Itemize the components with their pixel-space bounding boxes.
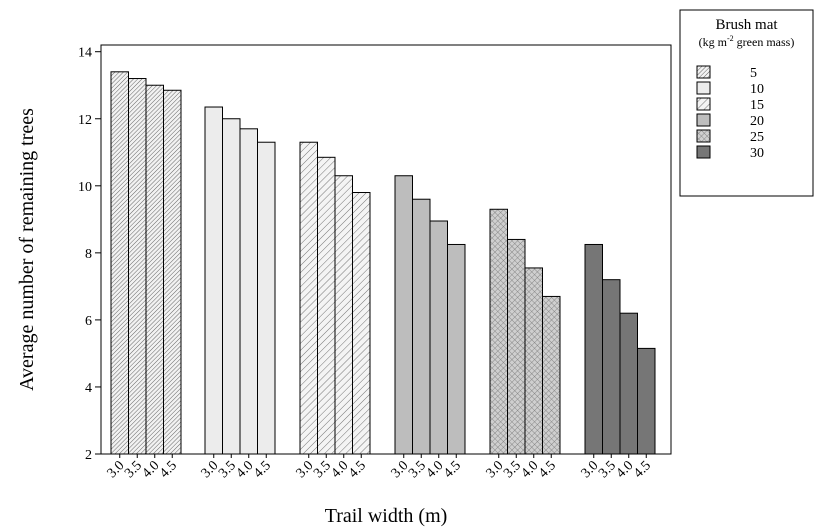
bar-20-4.5 bbox=[447, 243, 466, 455]
legend-label: 5 bbox=[750, 66, 757, 81]
bar-group-25: 3.03.54.04.5 bbox=[484, 208, 561, 481]
bar-5-3.5 bbox=[128, 78, 147, 455]
legend-subtitle-sup: -2 bbox=[727, 34, 734, 43]
bar-15-4.0 bbox=[334, 175, 353, 455]
bar-10-4.0 bbox=[239, 128, 258, 455]
y-tick-label: 8 bbox=[85, 247, 92, 262]
bar-15-3.5 bbox=[317, 156, 336, 455]
legend-swatch bbox=[696, 65, 711, 79]
legend-label: 15 bbox=[750, 98, 764, 113]
x-tick-label: 4.5 bbox=[251, 458, 274, 481]
legend-swatch bbox=[696, 113, 711, 127]
bar-25-3.5 bbox=[507, 238, 526, 455]
x-tick-label: 4.5 bbox=[536, 458, 559, 481]
y-axis-label: Average number of remaining trees bbox=[16, 108, 38, 391]
legend: Brush mat (kg m-2 green mass) 5101520253… bbox=[679, 9, 814, 197]
legend-swatch bbox=[696, 81, 711, 95]
legend-item-25: 25 bbox=[696, 129, 764, 145]
y-tick-label: 4 bbox=[85, 381, 92, 396]
bar-15-3.0 bbox=[299, 141, 318, 455]
bar-25-4.0 bbox=[524, 267, 543, 455]
legend-swatch bbox=[696, 145, 711, 159]
legend-item-15: 15 bbox=[696, 97, 764, 113]
bar-5-3.0 bbox=[110, 71, 129, 455]
legend-subtitle-pre: (kg m bbox=[699, 35, 728, 49]
bar-30-4.5 bbox=[637, 347, 656, 455]
legend-subtitle-post: green mass) bbox=[734, 35, 795, 49]
x-tick-label: 4.5 bbox=[157, 458, 180, 481]
y-tick-label: 6 bbox=[85, 314, 92, 329]
bar-10-3.5 bbox=[222, 118, 241, 455]
bar-10-3.0 bbox=[204, 106, 223, 455]
bar-5-4.5 bbox=[163, 89, 182, 455]
legend-item-5: 5 bbox=[696, 65, 757, 81]
bar-25-4.5 bbox=[542, 295, 561, 455]
y-tick-label: 2 bbox=[85, 448, 92, 463]
legend-subtitle: (kg m-2 green mass) bbox=[699, 34, 795, 49]
bar-15-4.5 bbox=[352, 192, 371, 455]
x-tick-label: 4.5 bbox=[441, 458, 464, 481]
bar-group-15: 3.03.54.04.5 bbox=[294, 141, 371, 481]
legend-swatch bbox=[696, 129, 711, 143]
legend-label: 20 bbox=[750, 114, 764, 129]
bar-20-3.0 bbox=[394, 175, 413, 455]
y-tick-label: 10 bbox=[78, 180, 92, 195]
bar-group-10: 3.03.54.04.5 bbox=[199, 106, 276, 481]
bar-20-3.5 bbox=[412, 198, 431, 455]
plot-frame bbox=[100, 44, 672, 455]
legend-item-30: 30 bbox=[696, 145, 764, 161]
x-tick-label: 4.5 bbox=[631, 458, 654, 481]
bar-group-5: 3.03.54.04.5 bbox=[105, 71, 182, 481]
legend-swatch bbox=[696, 97, 711, 111]
bar-20-4.0 bbox=[429, 220, 448, 455]
legend-label: 10 bbox=[750, 82, 764, 97]
legend-item-10: 10 bbox=[696, 81, 764, 97]
y-tick-label: 12 bbox=[78, 113, 92, 128]
legend-title: Brush mat bbox=[715, 17, 778, 33]
y-tick-label: 14 bbox=[78, 46, 92, 61]
bar-25-3.0 bbox=[489, 208, 508, 455]
legend-label: 30 bbox=[750, 146, 764, 161]
x-axis-label: Trail width (m) bbox=[325, 505, 448, 527]
bar-10-4.5 bbox=[257, 141, 276, 455]
bar-group-30: 3.03.54.04.5 bbox=[579, 243, 656, 481]
x-tick-label: 4.5 bbox=[346, 458, 369, 481]
bar-5-4.0 bbox=[145, 84, 164, 455]
legend-label: 25 bbox=[750, 130, 764, 145]
bar-30-3.5 bbox=[602, 279, 621, 455]
legend-item-20: 20 bbox=[696, 113, 764, 129]
bar-30-4.0 bbox=[619, 312, 638, 455]
bar-30-3.0 bbox=[584, 243, 603, 455]
bar-group-20: 3.03.54.04.5 bbox=[389, 175, 466, 481]
